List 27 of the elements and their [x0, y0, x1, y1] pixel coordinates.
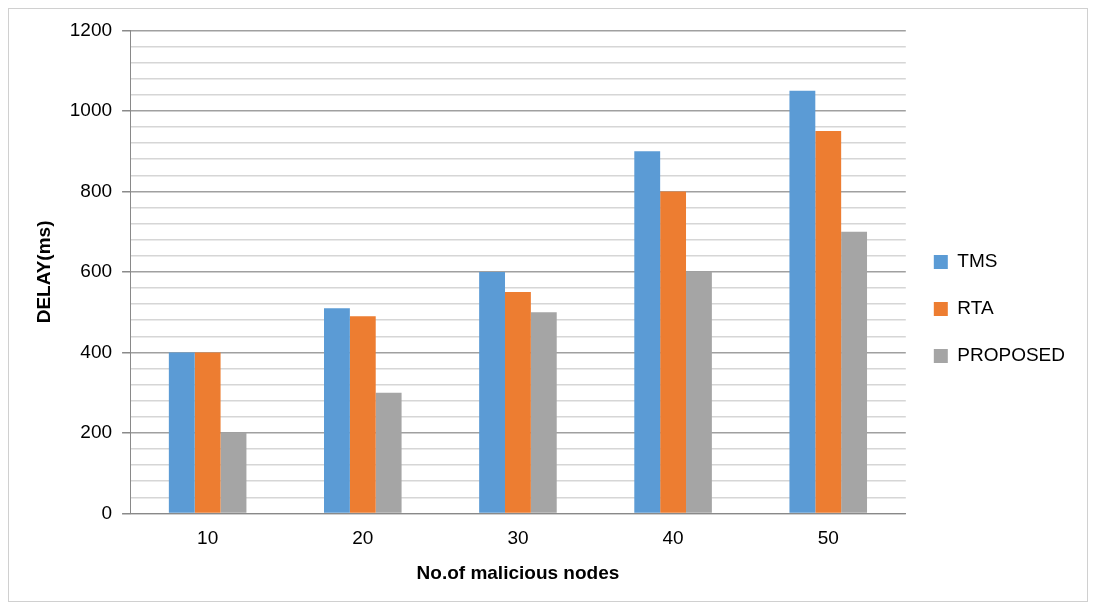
y-tick-label: 200 [80, 421, 113, 443]
legend-label: PROPOSED [957, 344, 1066, 366]
bar [815, 131, 842, 513]
bar [505, 292, 531, 513]
bar [324, 308, 350, 513]
bar [168, 352, 195, 513]
bar [479, 271, 506, 513]
y-tick-label: 600 [80, 260, 113, 282]
bar [349, 316, 376, 513]
y-tick-label: 400 [80, 340, 113, 362]
bar [194, 352, 221, 513]
y-tick-label: 800 [80, 179, 113, 201]
x-tick-label: 30 [507, 527, 529, 549]
x-axis-title: No.of malicious nodes [416, 561, 620, 583]
y-tick-label: 1000 [69, 99, 113, 121]
y-tick-label: 1200 [69, 18, 113, 40]
x-tick-label: 10 [197, 527, 219, 549]
x-tick-label: 20 [352, 527, 374, 549]
bar [634, 151, 661, 513]
x-tick-label: 40 [662, 527, 684, 549]
y-tick-label: 0 [101, 501, 113, 523]
y-axis-title: DELAY(ms) [32, 220, 54, 324]
bar [660, 191, 687, 513]
bar [789, 90, 816, 513]
legend-label: RTA [957, 297, 994, 319]
legend-label: TMS [957, 250, 998, 272]
x-tick-label: 50 [817, 527, 839, 549]
